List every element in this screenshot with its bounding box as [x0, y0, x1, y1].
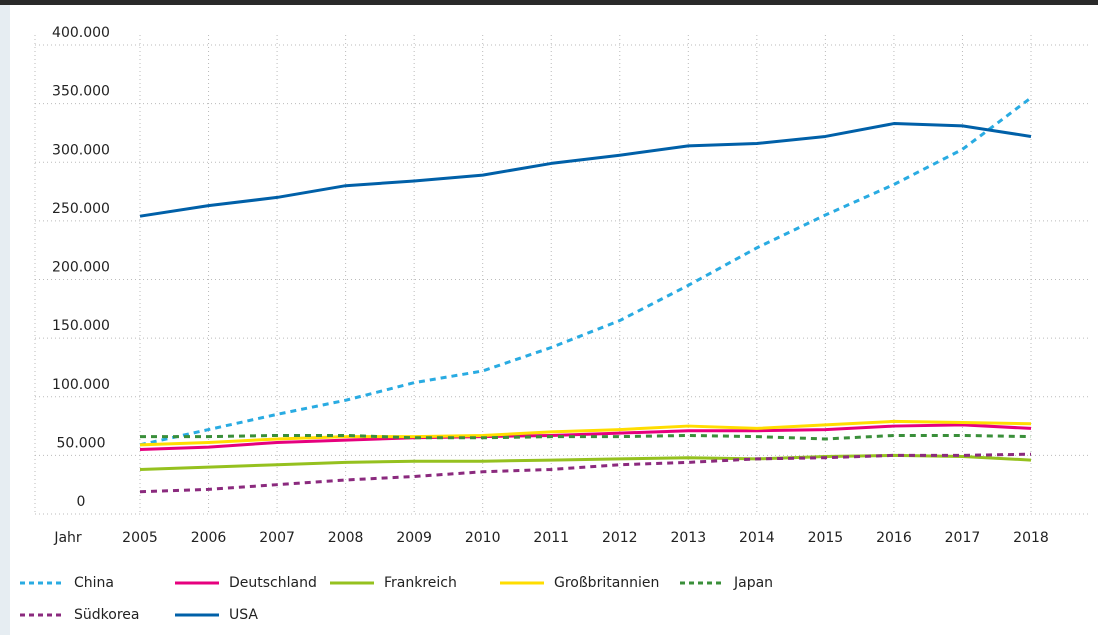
legend-label: China [74, 575, 114, 591]
x-tick-label: 2007 [259, 530, 295, 546]
legend-label: Japan [733, 575, 773, 591]
x-tick-label: 2017 [945, 530, 981, 546]
y-tick-label: 0 [77, 494, 86, 510]
series-line [140, 433, 1032, 441]
y-tick-label: 250.000 [52, 201, 110, 217]
series-line [139, 423, 1032, 452]
series-line [139, 453, 1032, 471]
x-tick-label: 2015 [808, 530, 844, 546]
x-axis-label: Jahr [53, 530, 82, 546]
legend-label: Großbritannien [554, 575, 659, 591]
series-line [139, 122, 1032, 218]
legend-label: USA [229, 607, 258, 623]
series-line [139, 452, 1032, 494]
top-bar [0, 0, 1098, 5]
x-tick-label: 2014 [739, 530, 775, 546]
x-tick-label: 2010 [465, 530, 501, 546]
y-tick-label: 400.000 [52, 25, 110, 41]
x-tick-label: 2018 [1013, 530, 1049, 546]
legend-label: Frankreich [384, 575, 457, 591]
x-tick-label: 2012 [602, 530, 638, 546]
x-tick-label: 2011 [533, 530, 569, 546]
x-tick-label: 2005 [122, 530, 158, 546]
x-tick-label: 2008 [328, 530, 364, 546]
y-tick-label: 100.000 [52, 377, 110, 393]
x-tick-label: 2013 [670, 530, 706, 546]
legend-label: Deutschland [229, 575, 317, 591]
x-tick-label: 2006 [191, 530, 227, 546]
series-line [139, 419, 1032, 447]
y-tick-label: 350.000 [52, 84, 110, 100]
y-tick-label: 300.000 [52, 142, 110, 158]
y-tick-label: 200.000 [52, 260, 110, 276]
x-tick-label: 2009 [396, 530, 432, 546]
legend-label: Südkorea [74, 607, 139, 623]
y-tick-label: 50.000 [57, 435, 106, 451]
x-tick-label: 2016 [876, 530, 912, 546]
panel [10, 0, 1098, 635]
y-tick-label: 150.000 [52, 318, 110, 334]
